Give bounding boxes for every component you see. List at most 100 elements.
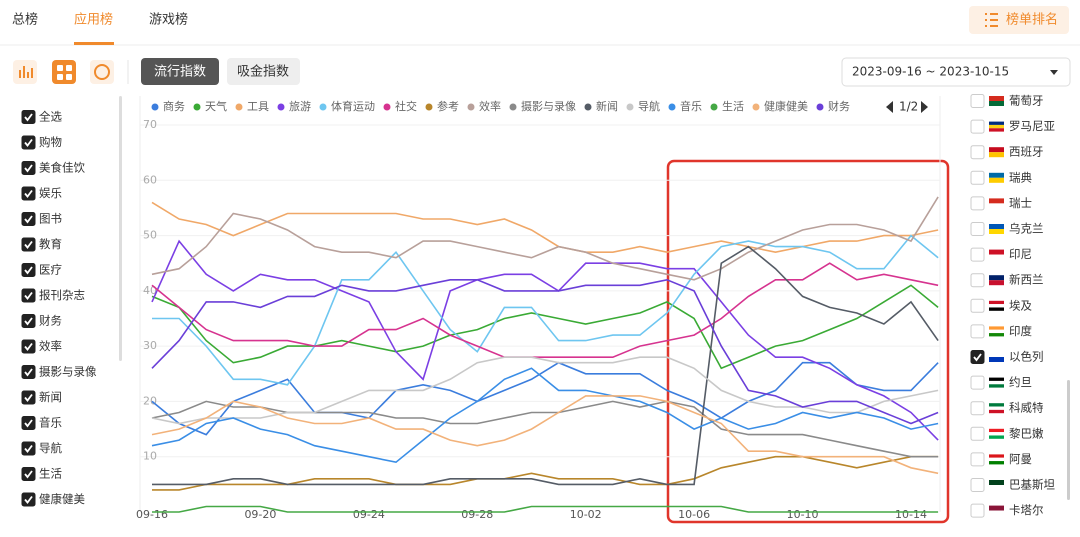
legend-label[interactable]: 旅游 [289,99,311,113]
country-checkbox[interactable] [970,298,985,313]
series-line [151,400,939,458]
legend-label[interactable]: 工具 [247,100,269,113]
country-checkbox[interactable] [970,324,985,339]
series-line [151,239,939,441]
date-picker[interactable] [841,57,1071,87]
dropdown-arrow [1050,70,1058,75]
category-label: 全选 [39,110,62,124]
category-label: 新闻 [39,390,62,404]
legend-label[interactable]: 效率 [479,99,501,113]
series-line [152,234,939,386]
country-checkbox[interactable] [970,350,985,364]
legend-label[interactable]: 健康健美 [764,99,808,113]
category-checkbox[interactable] [21,237,36,252]
legend-label[interactable]: 天气 [205,99,227,113]
tab[interactable]: 应用榜 [74,12,113,28]
check-mark [24,342,33,351]
legend-label[interactable]: 音乐 [680,99,702,113]
check-mark [24,317,33,326]
index-button-label[interactable]: 流行指数 [154,65,206,80]
flag [989,307,1004,311]
flag [989,152,1004,158]
icon-globe[interactable] [90,60,114,84]
category-checkbox[interactable] [21,339,36,354]
tab[interactable]: 游戏榜 [149,12,188,28]
category-checkbox[interactable] [21,390,36,405]
tab[interactable]: 总榜 [12,12,38,28]
category-label: 图书 [39,212,62,226]
country-label: 印度 [1009,324,1032,338]
legend-label[interactable]: 体育运动 [331,99,375,113]
y-tick-label: 10 [143,450,157,463]
category-checkbox[interactable] [21,212,36,226]
country-checkbox[interactable] [970,401,985,416]
rank-icon [985,13,998,27]
legend-dot [626,103,634,111]
legend-label[interactable]: 新闻 [596,99,618,113]
country-checkbox[interactable] [970,273,985,288]
country-checkbox[interactable] [970,426,985,441]
country-checkbox[interactable] [970,247,985,262]
index-button[interactable] [227,58,300,85]
legend-dot [383,103,391,111]
country-checkbox[interactable] [970,119,985,134]
country-checkbox[interactable] [970,170,985,185]
flag [989,333,1004,337]
category-label: 医疗 [39,263,62,277]
legend-label[interactable]: 财务 [828,99,850,113]
legend-label[interactable]: 参考 [437,99,459,113]
category-checkbox[interactable] [21,467,36,481]
x-tick-label: 10-02 [570,508,602,521]
category-label: 教育 [39,237,62,251]
rank-button-label[interactable]: 榜单排名 [1006,12,1058,28]
category-checkbox[interactable] [21,110,36,124]
category-checkbox[interactable] [21,288,36,303]
legend-label[interactable]: 摄影与录像 [521,99,576,113]
category-checkbox[interactable] [21,186,36,201]
check-mark [24,138,33,147]
legend-page: 1/2 [899,100,918,114]
legend-label[interactable]: 生活 [722,99,744,113]
legend-dot [816,103,824,111]
category-checkbox[interactable] [21,365,36,379]
series-line [151,278,939,425]
flag [989,275,1004,281]
country-checkbox[interactable] [970,478,985,492]
legend-next[interactable] [921,101,928,113]
legend-label[interactable]: 社交 [395,99,417,113]
flag [989,454,1004,458]
index-button-active[interactable] [141,58,219,85]
date-range[interactable]: 2023-09-16 ~ 2023-10-15 [852,65,1009,79]
legend-prev[interactable] [886,101,893,113]
country-label: 新西兰 [1009,273,1044,287]
flag [989,352,1004,357]
country-label: 葡萄牙 [1009,94,1044,108]
country-checkbox[interactable] [970,222,985,236]
check-mark [24,240,33,249]
category-checkbox[interactable] [21,441,36,456]
category-checkbox[interactable] [21,161,36,175]
category-checkbox[interactable] [21,314,36,328]
country-checkbox[interactable] [970,145,985,160]
country-checkbox[interactable] [970,375,985,390]
check-mark [24,470,33,479]
country-checkbox[interactable] [970,196,985,211]
category-checkbox[interactable] [21,263,36,277]
country-checkbox[interactable] [970,94,985,108]
icon-grid[interactable] [52,60,76,84]
flag [989,147,1004,153]
category-checkbox[interactable] [21,492,36,507]
legend-label[interactable]: 商务 [163,99,185,113]
scrollbar [1067,380,1070,500]
flag [989,304,1004,308]
legend-label[interactable]: 导航 [638,99,660,113]
country-checkbox[interactable] [970,503,985,518]
flag [989,229,1004,234]
index-button-label[interactable]: 吸金指数 [237,64,289,80]
flag [989,480,1004,485]
country-checkbox[interactable] [970,452,985,467]
legend-dot [425,103,433,111]
check-mark [24,495,33,504]
category-checkbox[interactable] [21,135,36,150]
category-checkbox[interactable] [21,416,36,430]
